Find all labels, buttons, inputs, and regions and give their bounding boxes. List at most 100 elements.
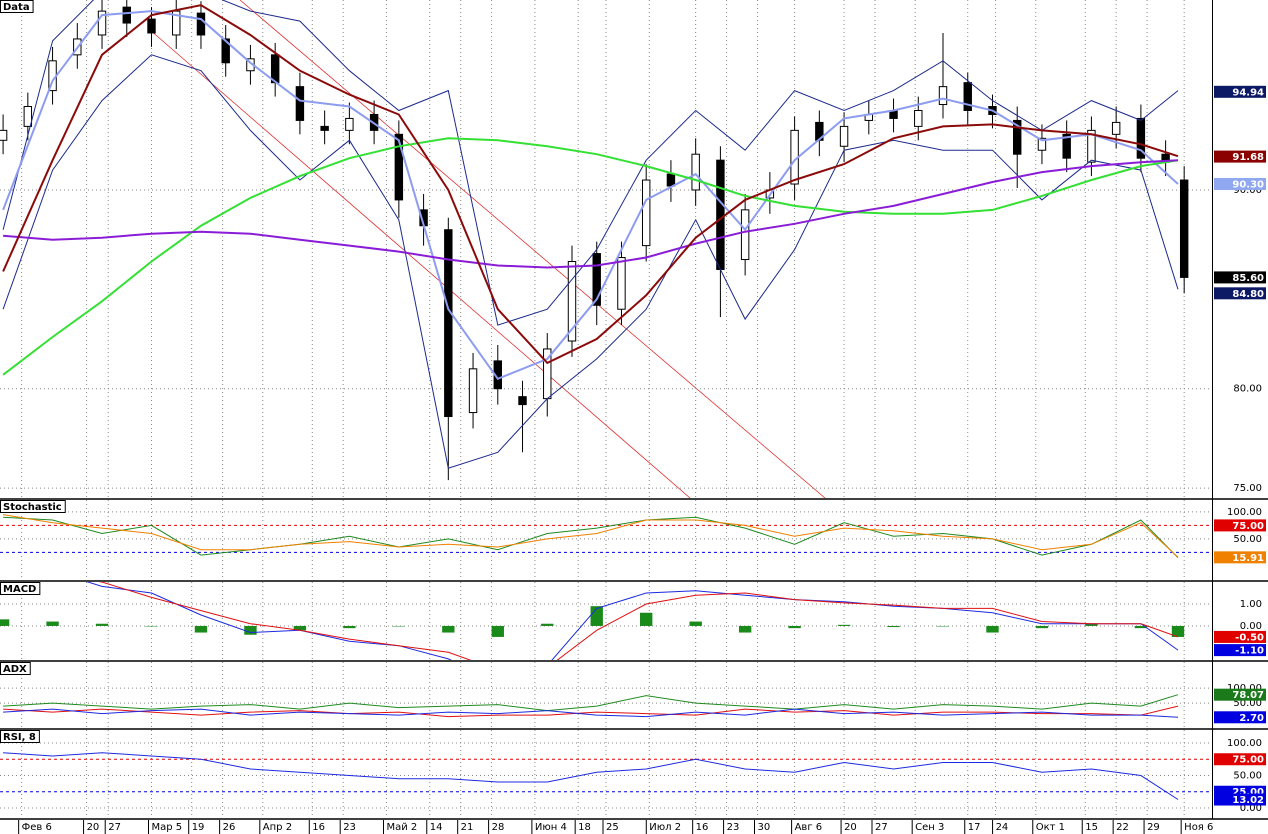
histogram-bar [46,621,59,626]
series-line [3,159,1179,269]
panel-title: MACD [3,584,36,595]
candle-body [221,38,230,64]
series-line [86,582,1179,660]
histogram-bar [887,625,900,628]
histogram-bar [788,625,801,629]
histogram-bar [689,621,702,626]
candle-body [0,129,8,141]
histogram-bar [837,624,851,626]
histogram-bar [936,625,950,627]
y-tick-label: 90.00 [1233,185,1262,196]
histogram-bar [1134,625,1148,629]
value-box-label: 13.02 [1232,795,1264,806]
series-line [3,705,1179,718]
trend-line [149,29,691,498]
histogram-bar [738,625,752,633]
x-tick-label: 22 [1116,822,1129,833]
panel-title: ADX [3,664,27,675]
candle-body [963,82,972,111]
candle-body [23,106,33,127]
x-tick-label: 14 [430,822,443,833]
x-tick-label: 23 [343,822,356,833]
x-tick-label: 29 [1147,822,1160,833]
histogram-bar [986,625,999,633]
candle-body [468,368,478,414]
x-tick-label: 23 [727,822,740,833]
candle-body [1136,117,1146,159]
candle-body [641,179,651,247]
series-line [3,708,1179,718]
panel-title-box [0,0,34,13]
panel-title-box [0,582,41,595]
value-box-label: 75.00 [1232,755,1264,766]
candle-body [839,125,849,147]
x-tick-label: Апр 2 [263,822,292,833]
value-box [1214,85,1266,98]
x-tick-label: 20 [844,822,857,833]
series-line [2,54,1179,469]
panel-plot [0,0,1212,498]
histogram-bar [491,625,504,637]
series-line [3,694,1179,712]
value-box-label: 75.00 [1232,521,1264,532]
histogram-bar [244,625,257,635]
value-box-label: 84.80 [1232,289,1264,300]
candle-body [1062,133,1071,159]
value-box [1214,271,1266,284]
value-box-label: -0.50 [1235,632,1264,643]
candle-body [394,133,404,201]
x-tick-label: 24 [996,822,1009,833]
x-tick-label: 16 [696,822,709,833]
panel-title-box [0,730,40,743]
y-tick-label: 75.00 [1233,483,1262,494]
x-tick-label: 27 [875,822,888,833]
x-tick-label: 30 [758,822,771,833]
panel-title: Data [3,2,30,13]
histogram-bar [640,612,653,626]
panel-title-box [0,500,66,513]
y-tick-label: 50.00 [1233,698,1262,709]
y-tick-label: 50.00 [1233,770,1262,781]
series-line [2,10,1179,381]
candle-body [444,229,453,418]
candle-body [122,6,131,24]
candle-body [295,86,305,121]
value-box [1214,519,1266,532]
series-line [3,752,1179,800]
candle-body [740,209,750,261]
value-box [1214,644,1266,657]
candle-body [518,396,527,406]
y-tick-label: 100.00 [1227,738,1262,749]
trend-line [239,0,826,498]
trend-lines [149,0,826,498]
value-box-label: 94.94 [1232,87,1264,98]
value-box [1214,551,1266,564]
y-tick-label: 1.00 [1240,599,1262,610]
candle-body [938,86,948,106]
value-box-label: 2.70 [1239,713,1264,724]
x-tick-label: Окт 1 [1036,822,1065,833]
candle-body [617,257,626,310]
x-tick-label: Июн 4 [535,822,567,833]
x-tick-label: 21 [461,822,474,833]
x-tick-label: Июл 2 [649,822,681,833]
panel-plot [0,730,1212,818]
panel-plot [0,582,1212,660]
x-tick-label: 20 [87,822,100,833]
histogram-bar [392,625,406,627]
histogram-bar [590,606,603,626]
histogram-bar [1035,625,1049,629]
histogram-bar [1171,625,1185,637]
x-tick-label: Ноя 6 [1184,822,1213,833]
histogram-bar [194,625,208,633]
value-box [1214,178,1266,191]
x-tick-label: 27 [108,822,121,833]
candle-body [716,159,725,270]
value-box-label: 91.68 [1232,152,1264,163]
candle-body [1111,121,1121,135]
series-line [3,514,1179,558]
candle-body [320,125,329,131]
series-line [2,137,1179,376]
value-box-label: 85.60 [1232,273,1264,284]
candle-body [567,261,577,342]
